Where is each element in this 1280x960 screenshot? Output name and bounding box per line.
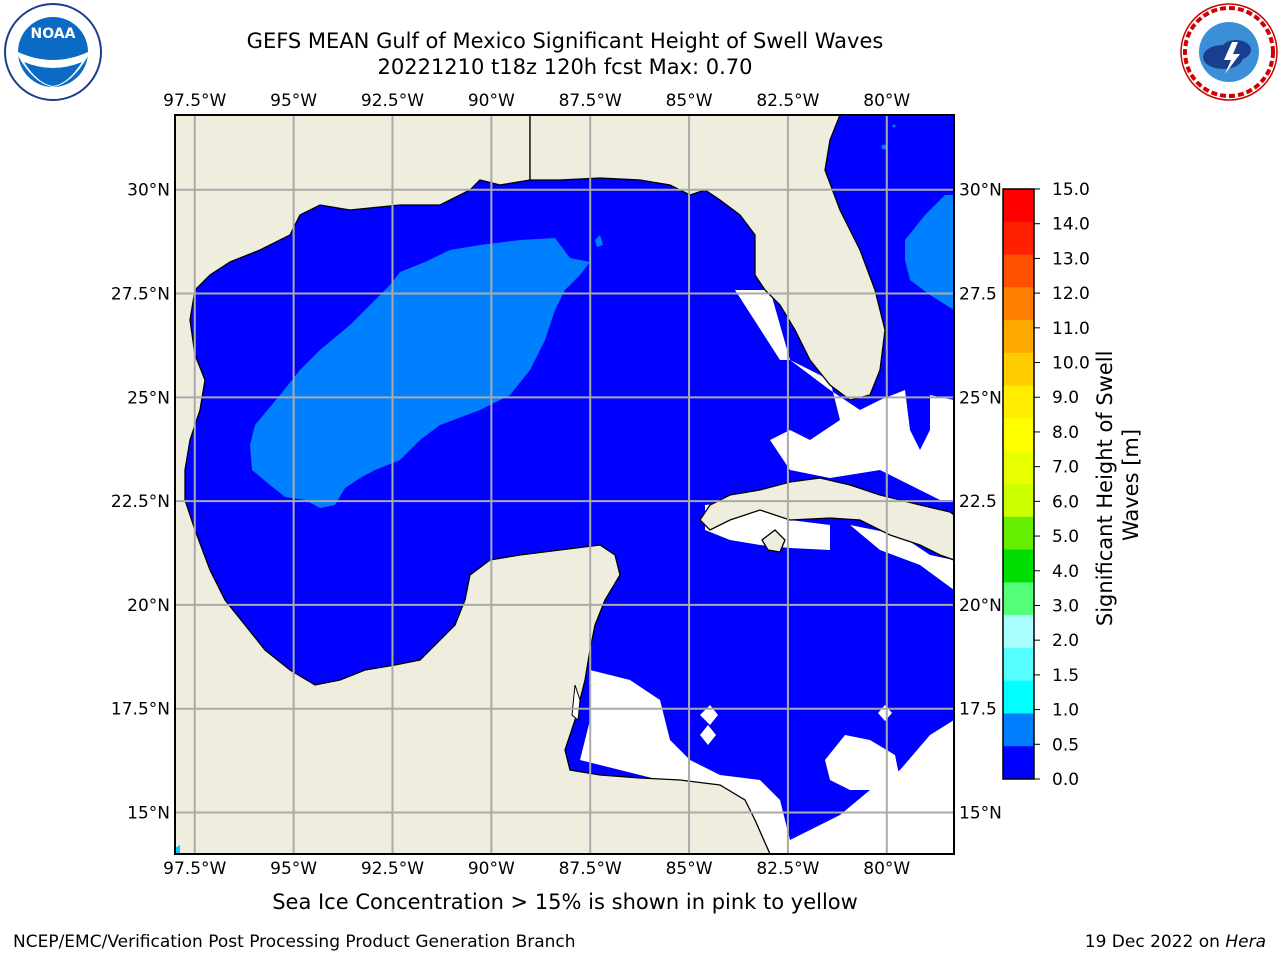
latitude-label: 30°N bbox=[959, 181, 1002, 201]
longitude-labels-bottom: 97.5°W 95°W 92.5°W 90°W 87.5°W 85°W 82.5°W 80°W bbox=[163, 859, 910, 879]
longitude-label: 80°W bbox=[863, 859, 910, 879]
longitude-label: 92.5°W bbox=[361, 91, 424, 111]
colorbar-segment bbox=[1003, 451, 1034, 485]
longitude-label: 90°W bbox=[468, 859, 515, 879]
sea-ice-caption: Sea Ice Concentration > 15% is shown in … bbox=[272, 890, 858, 914]
latitude-label: 15°N bbox=[959, 803, 1002, 823]
colorbar-segment bbox=[1003, 385, 1034, 419]
colorbar-segment bbox=[1003, 254, 1034, 288]
footer-credit: NCEP/EMC/Verification Post Processing Pr… bbox=[13, 932, 576, 952]
colorbar-tick-label: 15.0 bbox=[1052, 180, 1090, 200]
nws-logo bbox=[1180, 3, 1278, 101]
colorbar-segment bbox=[1003, 549, 1034, 583]
colorbar-segment bbox=[1003, 615, 1034, 649]
colorbar-segment bbox=[1003, 484, 1034, 518]
latitude-label: 17.5 bbox=[959, 700, 997, 720]
colorbar-tick-label: 0.5 bbox=[1052, 735, 1079, 755]
colorbar-segment bbox=[1003, 713, 1034, 747]
longitude-label: 85°W bbox=[666, 91, 713, 111]
colorbar-tick-label: 1.5 bbox=[1052, 666, 1079, 686]
latitude-label: 20°N bbox=[959, 596, 1002, 616]
colorbar-tick-label: 8.0 bbox=[1052, 423, 1079, 443]
map-subtitle: 20221210 t18z 120h fcst Max: 0.70 bbox=[377, 55, 753, 79]
longitude-label: 87.5°W bbox=[559, 859, 622, 879]
latitude-label: 27.5 bbox=[959, 285, 997, 305]
colorbar-segment bbox=[1003, 647, 1034, 682]
colorbar-segment bbox=[1003, 287, 1034, 321]
colorbar-tick-label: 9.0 bbox=[1052, 388, 1079, 408]
colorbar-tick-label: 13.0 bbox=[1052, 249, 1090, 269]
colorbar-segment bbox=[1003, 320, 1034, 354]
footer-host: Hera bbox=[1225, 932, 1266, 952]
latitude-label: 22.5 bbox=[959, 492, 997, 512]
colorbar-label: Significant Height of Swell Waves [m] bbox=[1093, 344, 1143, 626]
colorbar-segment bbox=[1003, 582, 1034, 616]
latitude-label: 15°N bbox=[127, 803, 170, 823]
latitude-label: 25°N bbox=[127, 388, 170, 408]
latitude-labels-right: 30°N 27.5 25°N 22.5 20°N 17.5 15°N bbox=[959, 181, 1002, 824]
longitude-label: 92.5°W bbox=[361, 859, 424, 879]
longitude-label: 95°W bbox=[270, 91, 317, 111]
colorbar-tick-label: 6.0 bbox=[1052, 492, 1079, 512]
longitude-label: 82.5°W bbox=[756, 859, 819, 879]
latitude-label: 25°N bbox=[959, 388, 1002, 408]
noaa-logo: NOAA bbox=[4, 3, 102, 101]
colorbar-segment bbox=[1003, 352, 1034, 387]
colorbar-frame bbox=[1002, 188, 1035, 780]
longitude-label: 82.5°W bbox=[756, 91, 819, 111]
longitude-labels-top: 97.5°W 95°W 92.5°W 90°W 87.5°W 85°W 82.5°W 80°W bbox=[163, 91, 910, 111]
colorbar-segment bbox=[1003, 418, 1034, 452]
longitude-label: 85°W bbox=[666, 859, 713, 879]
swell-0.5-1.0-region bbox=[250, 195, 954, 508]
longitude-label: 80°W bbox=[863, 91, 910, 111]
colorbar-tick-label: 0.0 bbox=[1052, 770, 1079, 790]
colorbar-tick-label: 4.0 bbox=[1052, 562, 1079, 582]
colorbar-tick-label: 3.0 bbox=[1052, 596, 1079, 616]
map-title: GEFS MEAN Gulf of Mexico Significant Hei… bbox=[246, 29, 884, 53]
colorbar-segment bbox=[1003, 680, 1034, 714]
latitude-label: 22.5°N bbox=[111, 492, 170, 512]
latitude-label: 17.5°N bbox=[111, 700, 170, 720]
colorbar-segment bbox=[1003, 516, 1034, 551]
colorbar-tick-label: 2.0 bbox=[1052, 631, 1079, 651]
colorbar bbox=[1002, 188, 1035, 780]
latitude-label: 30°N bbox=[127, 181, 170, 201]
no-data-areas bbox=[580, 290, 954, 854]
longitude-label: 87.5°W bbox=[559, 91, 622, 111]
colorbar-tick-label: 7.0 bbox=[1052, 458, 1079, 478]
latitude-labels-left: 30°N 27.5°N 25°N 22.5°N 20°N 17.5°N 15°N bbox=[111, 181, 170, 824]
colorbar-segment bbox=[1003, 221, 1034, 256]
colorbar-tick-labels: 15.0 14.0 13.0 12.0 11.0 10.0 9.0 8.0 7.0 6.0 5.0 4… bbox=[1034, 180, 1090, 790]
graticule bbox=[175, 115, 954, 854]
colorbar-tick-label: 1.0 bbox=[1052, 701, 1079, 721]
colorbar-segment bbox=[1003, 189, 1034, 223]
colorbar-segment bbox=[1003, 746, 1034, 780]
colorbar-tick-label: 5.0 bbox=[1052, 527, 1079, 547]
colorbar-tick-label: 14.0 bbox=[1052, 215, 1090, 235]
longitude-label: 97.5°W bbox=[163, 91, 226, 111]
noaa-text: NOAA bbox=[31, 26, 76, 42]
longitude-label: 97.5°W bbox=[163, 859, 226, 879]
colorbar-tick-label: 11.0 bbox=[1052, 319, 1090, 339]
longitude-label: 95°W bbox=[270, 859, 317, 879]
latitude-label: 27.5°N bbox=[111, 285, 170, 305]
footer-date: 19 Dec 2022 on Hera bbox=[1084, 932, 1266, 952]
latitude-label: 20°N bbox=[127, 596, 170, 616]
colorbar-tick-label: 10.0 bbox=[1052, 354, 1090, 374]
colorbar-tick-label: 12.0 bbox=[1052, 284, 1090, 304]
longitude-label: 90°W bbox=[468, 91, 515, 111]
map-frame bbox=[174, 114, 955, 855]
